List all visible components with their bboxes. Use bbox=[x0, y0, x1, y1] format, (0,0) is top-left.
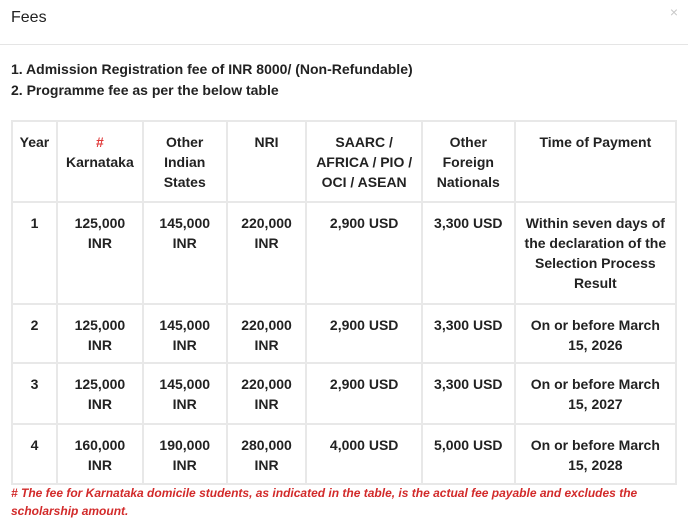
cell-saarc: 2,900 USD bbox=[305, 201, 423, 305]
cell-time: On or before March 15, 2027 bbox=[513, 362, 678, 425]
cell-karnataka: 125,000 INR bbox=[55, 201, 144, 305]
cell-other-states: 145,000 INR bbox=[141, 303, 228, 364]
table-row: 2 125,000 INR 145,000 INR 220,000 INR 2,… bbox=[11, 303, 678, 364]
cell-saarc: 4,000 USD bbox=[305, 423, 423, 485]
cell-foreign: 5,000 USD bbox=[420, 423, 516, 485]
cell-foreign: 3,300 USD bbox=[420, 201, 516, 305]
close-icon[interactable]: × bbox=[669, 4, 678, 20]
header-other-states: Other Indian States bbox=[141, 120, 228, 203]
footnote: # The fee for Karnataka domicile student… bbox=[11, 486, 638, 518]
header-saarc: SAARC / AFRICA / PIO / OCI / ASEAN bbox=[305, 120, 423, 203]
cell-year: 2 bbox=[11, 303, 58, 364]
table-row: 1 125,000 INR 145,000 INR 220,000 INR 2,… bbox=[11, 201, 678, 305]
cell-other-states: 145,000 INR bbox=[141, 362, 228, 425]
cell-foreign: 3,300 USD bbox=[420, 303, 516, 364]
cell-saarc: 2,900 USD bbox=[305, 303, 423, 364]
cell-other-states: 190,000 INR bbox=[141, 423, 228, 485]
fee-list: 1. Admission Registration fee of INR 800… bbox=[11, 59, 413, 101]
cell-year: 3 bbox=[11, 362, 58, 425]
table-row: 3 125,000 INR 145,000 INR 220,000 INR 2,… bbox=[11, 362, 678, 425]
header-year: Year bbox=[11, 120, 58, 203]
table-header-row: Year # Karnataka Other Indian States NRI … bbox=[11, 120, 678, 203]
cell-nri: 220,000 INR bbox=[225, 362, 308, 425]
header-foreign: Other Foreign Nationals bbox=[420, 120, 516, 203]
cell-foreign: 3,300 USD bbox=[420, 362, 516, 425]
modal-header: Fees × bbox=[0, 0, 688, 45]
table-row: 4 160,000 INR 190,000 INR 280,000 INR 4,… bbox=[11, 423, 678, 485]
cell-year: 4 bbox=[11, 423, 58, 485]
header-karnataka: # Karnataka bbox=[55, 120, 144, 203]
cell-karnataka: 160,000 INR bbox=[55, 423, 144, 485]
fee-table: Year # Karnataka Other Indian States NRI … bbox=[11, 120, 678, 485]
cell-other-states: 145,000 INR bbox=[141, 201, 228, 305]
cell-nri: 280,000 INR bbox=[225, 423, 308, 485]
cell-year: 1 bbox=[11, 201, 58, 305]
cell-saarc: 2,900 USD bbox=[305, 362, 423, 425]
header-karnataka-mark: # bbox=[95, 134, 104, 150]
cell-time: Within seven days of the declaration of … bbox=[513, 201, 678, 305]
cell-nri: 220,000 INR bbox=[225, 303, 308, 364]
list-item: 2. Programme fee as per the below table bbox=[11, 82, 279, 98]
cell-karnataka: 125,000 INR bbox=[55, 303, 144, 364]
header-karnataka-label: Karnataka bbox=[66, 154, 134, 170]
cell-time: On or before March 15, 2028 bbox=[513, 423, 678, 485]
cell-time: On or before March 15, 2026 bbox=[513, 303, 678, 364]
modal-title: Fees bbox=[11, 9, 47, 26]
list-item: 1. Admission Registration fee of INR 800… bbox=[11, 61, 413, 77]
cell-nri: 220,000 INR bbox=[225, 201, 308, 305]
header-nri: NRI bbox=[225, 120, 308, 203]
cell-karnataka: 125,000 INR bbox=[55, 362, 144, 425]
header-time: Time of Payment bbox=[513, 120, 678, 203]
